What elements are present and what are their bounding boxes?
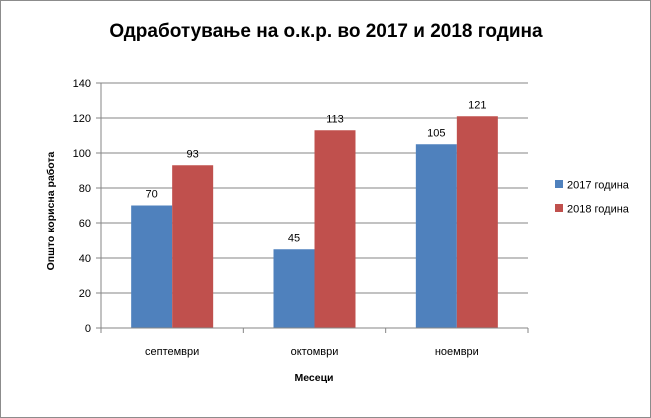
bar-септември-2018-година: [172, 165, 214, 328]
legend-label: 2018 година: [567, 204, 630, 216]
data-label: 70: [146, 189, 158, 201]
y-tick-label: 40: [79, 253, 91, 265]
bars: [131, 116, 498, 328]
chart-title: Одработување на о.к.р. во 2017 и 2018 го…: [109, 21, 543, 42]
y-tick-label: 60: [79, 218, 91, 230]
data-label: 93: [187, 148, 199, 160]
bar-октомври-2018-година: [314, 130, 356, 328]
legend-swatch: [555, 180, 563, 188]
x-tick-label: октомври: [291, 346, 339, 358]
y-axis-title: Општо корисна работа: [45, 151, 57, 270]
bar-септември-2017-година: [131, 205, 173, 328]
x-tick-label: ноември: [435, 346, 479, 358]
x-axis-ticks: септември октомври ноември: [100, 328, 529, 358]
y-tick-label: 100: [73, 148, 91, 160]
legend-label: 2017 година: [567, 180, 630, 192]
data-label: 121: [468, 99, 486, 111]
legend-swatch: [555, 204, 563, 212]
y-tick-label: 140: [73, 78, 91, 90]
y-tick-label: 20: [79, 288, 91, 300]
y-tick-label: 120: [73, 113, 91, 125]
bar-ноември-2017-година: [415, 144, 457, 328]
bar-октомври-2017-година: [273, 249, 315, 328]
data-labels: 70 93 45 113 105 121: [146, 99, 487, 244]
bar-ноември-2018-година: [456, 116, 498, 328]
data-label: 113: [326, 113, 344, 125]
data-label: 105: [427, 127, 445, 139]
x-tick-label: септември: [145, 346, 199, 358]
y-tick-label: 0: [85, 323, 91, 335]
legend: 2017 година 2018 година: [555, 180, 630, 216]
y-tick-label: 80: [79, 183, 91, 195]
x-axis-title: Месеци: [294, 372, 333, 384]
data-label: 45: [288, 232, 300, 244]
y-axis-ticks: 0 20 40 60 80 100 120 140: [73, 78, 101, 335]
